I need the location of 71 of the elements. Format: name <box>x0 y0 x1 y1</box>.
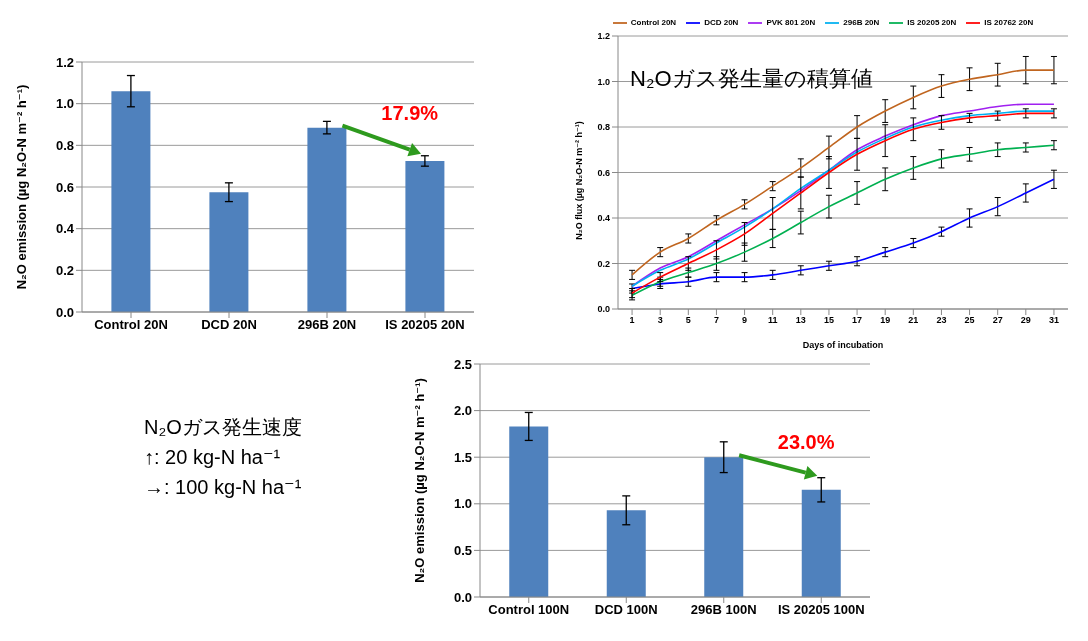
y-tick-label: 0.0 <box>597 304 610 315</box>
x-tick-label: IS 20205 100N <box>777 602 865 618</box>
x-tick-label: 1 <box>629 315 635 326</box>
bar <box>405 160 445 312</box>
y-tick-label: 0.6 <box>597 167 610 178</box>
x-tick-label: 296B 100N <box>690 602 757 618</box>
x-tick-label: 3 <box>657 315 663 326</box>
y-tick-label: 0.8 <box>597 122 610 133</box>
x-tick-label: 11 <box>767 315 778 326</box>
bar <box>606 510 646 597</box>
annotation: 17.9% <box>381 101 439 124</box>
y-tick-label: 1.2 <box>597 31 610 42</box>
y-axis-title: N₂O emission (µg N₂O-N m⁻² h⁻¹) <box>412 378 427 583</box>
bar <box>801 489 841 597</box>
x-tick-label: Control 100N <box>488 602 570 618</box>
y-tick-label: 2.0 <box>453 403 472 419</box>
bar <box>307 127 347 312</box>
y-tick-label: 1.0 <box>55 96 74 112</box>
text: N₂Oガス発生速度 <box>144 415 302 440</box>
legend-label: PVK 801 20N <box>766 18 816 28</box>
y-tick-label: 0.4 <box>55 221 75 237</box>
y-tick-label: 1.5 <box>453 449 472 465</box>
y-tick-label: 0.5 <box>453 543 472 559</box>
bar <box>209 192 249 312</box>
x-tick-label: 7 <box>713 315 719 326</box>
legend-label: DCD 20N <box>704 18 739 28</box>
x-tick-label: 25 <box>964 315 975 326</box>
y-tick-label: 0.0 <box>453 589 472 605</box>
y-tick-label: 2.5 <box>453 356 472 372</box>
x-tick-label: 296B 20N <box>297 317 357 333</box>
x-tick-label: 31 <box>1048 315 1059 326</box>
line-series <box>631 144 1055 297</box>
x-tick-label: 19 <box>880 315 891 326</box>
line-series <box>631 69 1055 276</box>
legend-label: Control 20N <box>630 18 677 28</box>
y-axis-title: N₂O emission (µg N₂O-N m⁻² h⁻¹) <box>14 84 29 290</box>
y-tick-label: 1.0 <box>597 76 610 87</box>
line-series <box>631 178 1055 290</box>
x-axis-title: Days of incubation <box>802 340 884 350</box>
bar <box>509 426 549 597</box>
y-tick-label: 0.8 <box>55 137 74 153</box>
x-tick-label: 23 <box>936 315 947 326</box>
x-tick-label: Control 20N <box>94 317 168 333</box>
x-tick-label: DCD 100N <box>594 602 658 618</box>
legend-label: IS 20205 20N <box>907 18 957 28</box>
y-tick-label: 0.6 <box>55 179 74 195</box>
bar <box>111 91 151 312</box>
y-tick-label: 0.2 <box>597 258 610 269</box>
y-tick-label: 1.0 <box>453 496 472 512</box>
x-tick-label: 13 <box>795 315 806 326</box>
x-tick-label: DCD 20N <box>201 317 257 333</box>
x-tick-label: 27 <box>992 315 1003 326</box>
x-tick-label: 29 <box>1020 315 1031 326</box>
text: ↑: 20 kg-N ha⁻¹ <box>144 445 282 470</box>
y-tick-label: 0.4 <box>597 213 610 224</box>
x-tick-label: 15 <box>823 315 834 326</box>
y-tick-label: 0.0 <box>55 304 74 320</box>
x-tick-label: 17 <box>852 315 863 326</box>
legend-label: IS 20762 20N <box>984 18 1034 28</box>
annotation: 23.0% <box>777 431 835 454</box>
x-tick-label: 21 <box>908 315 919 326</box>
text: N₂Oガス発生量の積算値 <box>630 66 873 91</box>
x-tick-label: IS 20205 20N <box>385 317 465 333</box>
x-tick-label: 9 <box>742 315 748 326</box>
y-tick-label: 0.2 <box>55 262 74 278</box>
bar <box>704 457 744 597</box>
x-tick-label: 5 <box>685 315 691 326</box>
legend-label: 296B 20N <box>843 18 880 28</box>
y-axis-title: N₂O flux (µg N₂O-N m⁻² h⁻¹) <box>574 121 584 240</box>
text: →: 100 kg-N ha⁻¹ <box>144 475 302 500</box>
y-tick-label: 1.2 <box>55 54 74 70</box>
